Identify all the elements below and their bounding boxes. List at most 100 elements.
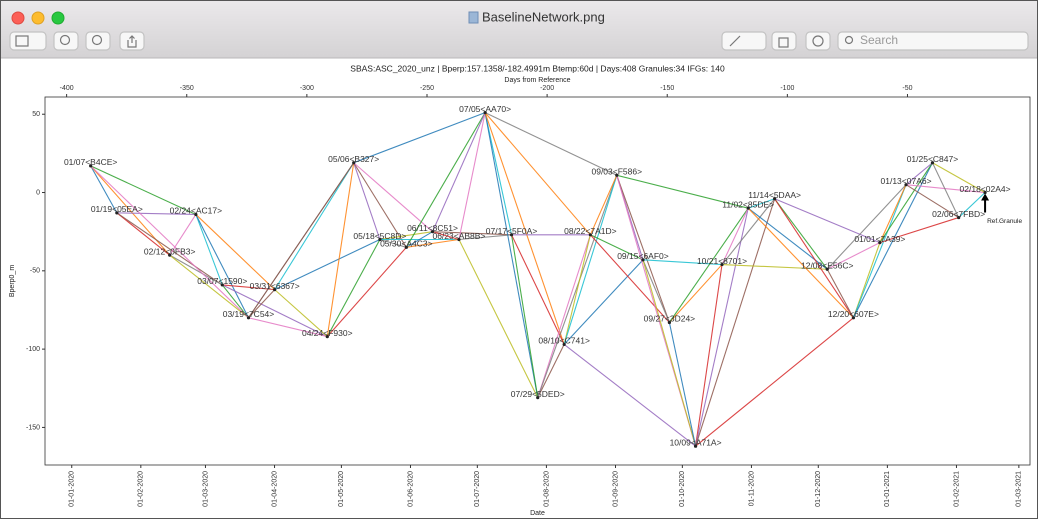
node-label: 01/01<7A39>: [854, 234, 905, 244]
edge: [590, 234, 644, 261]
edge: [116, 212, 171, 256]
top-tick-label: -50: [902, 85, 912, 92]
y-tick-label: -100: [26, 346, 40, 353]
edge: [195, 214, 223, 286]
edge: [931, 162, 960, 218]
edge: [326, 162, 355, 337]
edge: [511, 234, 539, 398]
edge: [668, 264, 723, 323]
node-label: 09/27<3D24>: [644, 314, 696, 324]
x-tick-label: 01-05-2020: [338, 471, 345, 507]
edge: [169, 214, 197, 256]
minimize-button[interactable]: [31, 11, 45, 25]
edge: [169, 254, 249, 319]
edge: [826, 242, 881, 270]
edge: [721, 264, 828, 270]
edge: [879, 162, 933, 243]
edge: [879, 217, 959, 244]
edge: [90, 165, 249, 319]
edge: [379, 238, 407, 248]
edge: [248, 317, 328, 338]
annotate-icon: [812, 35, 824, 47]
edge: [852, 162, 933, 319]
node-label: 02/24<AC17>: [170, 206, 222, 216]
edge: [563, 175, 618, 345]
top-axis-label: Days from Reference: [504, 77, 570, 84]
edge: [484, 112, 618, 176]
edge: [432, 112, 486, 232]
zoom-in-icon: [91, 34, 103, 46]
edge: [406, 238, 460, 248]
y-tick-label: 0: [36, 189, 40, 196]
node-label: 03/07<1590>: [197, 276, 247, 286]
edge: [484, 112, 565, 345]
edge: [248, 289, 276, 319]
node: [404, 245, 408, 249]
node-label: 01/19<05EA>: [91, 204, 143, 214]
node: [930, 161, 935, 165]
top-tick-label: -200: [540, 85, 554, 92]
top-tick-label: -350: [180, 85, 194, 92]
edge: [432, 231, 460, 241]
node: [773, 197, 777, 201]
edge: [90, 165, 118, 214]
node: [667, 320, 671, 325]
zoom-out-button[interactable]: [53, 31, 79, 51]
node: [983, 190, 987, 195]
node: [89, 164, 93, 168]
x-tick-label: 01-02-2021: [953, 471, 960, 507]
edge: [642, 259, 723, 266]
annotate-button[interactable]: [805, 31, 831, 51]
y-tick-label: 50: [32, 111, 40, 118]
plot: SBAS:ASC_2020_unz | Bperp:157.1358/-182.…: [9, 63, 1031, 517]
edge: [432, 231, 512, 236]
edge: [222, 284, 328, 338]
edge: [379, 231, 433, 241]
node-label: 05/30<A4C3>: [380, 239, 432, 249]
axes-frame: [44, 96, 1031, 466]
markup-button[interactable]: [721, 31, 767, 51]
window-title: BaselineNetwork.png: [482, 9, 605, 24]
search-placeholder: Search: [860, 33, 898, 47]
node: [693, 444, 698, 448]
node-label: 04/24<F930>: [302, 328, 353, 338]
close-button[interactable]: [11, 11, 25, 25]
edge: [274, 162, 355, 290]
edge: [747, 207, 854, 319]
edge: [721, 207, 749, 265]
edge: [826, 268, 854, 319]
node-label: 07/05<AA70>: [459, 104, 511, 114]
zoom-button[interactable]: [51, 11, 65, 25]
node: [509, 233, 514, 237]
node-label: 08/22<7A1D>: [564, 226, 616, 236]
rotate-button[interactable]: [771, 31, 797, 51]
node-label: 05/06<B327>: [328, 154, 379, 164]
node: [878, 241, 882, 245]
sidebar-icon: [15, 35, 29, 47]
node: [220, 283, 224, 287]
y-tick-label: -150: [26, 424, 40, 431]
node: [746, 206, 750, 210]
edge: [616, 175, 670, 323]
zoom-in-button[interactable]: [85, 31, 111, 51]
x-tick-label: 01-09-2020: [612, 471, 619, 507]
edge: [326, 239, 381, 337]
zoom-out-icon: [59, 34, 71, 46]
x-axis-label: Date: [530, 510, 545, 517]
node: [536, 396, 540, 400]
node: [825, 267, 829, 271]
node-label: 01/25<C847>: [907, 154, 959, 164]
edge: [826, 184, 907, 270]
node-label: 09/15<6AF0>: [617, 251, 669, 261]
edge: [274, 289, 328, 338]
node: [378, 237, 382, 242]
file-icon: [468, 11, 479, 24]
edge: [668, 207, 749, 323]
edge: [932, 162, 986, 194]
x-tick-label: 01-07-2020: [474, 471, 481, 507]
search-field[interactable]: [837, 31, 1029, 51]
node-label: 10/09<A71A>: [670, 437, 722, 447]
node: [562, 342, 566, 347]
